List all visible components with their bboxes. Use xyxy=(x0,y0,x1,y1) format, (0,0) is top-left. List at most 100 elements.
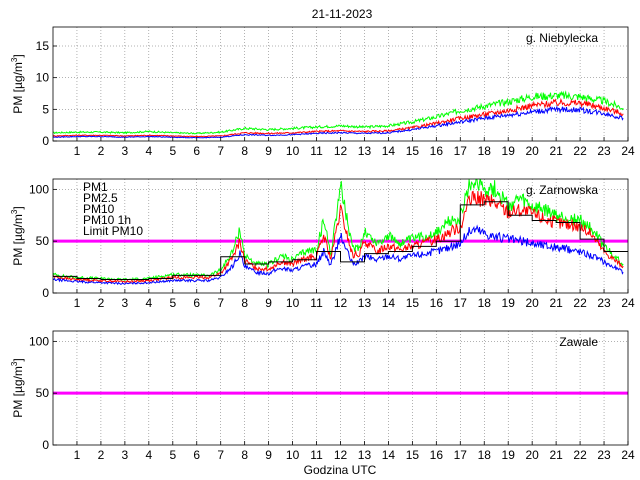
x-tick-label: 24 xyxy=(621,296,635,310)
series-pm10_1h xyxy=(53,201,628,280)
y-axis-label: PM [µg/m3] xyxy=(10,54,25,113)
x-tick-label: 17 xyxy=(454,144,468,158)
series-pm25 xyxy=(53,190,624,284)
y-tick-label: 15 xyxy=(36,39,50,53)
x-tick-label: 9 xyxy=(265,296,272,310)
x-tick-label: 3 xyxy=(122,144,129,158)
x-tick-label: 2 xyxy=(98,448,105,462)
x-tick-label: 22 xyxy=(573,448,587,462)
legend-pm10: PM10 xyxy=(83,202,115,216)
x-tick-label: 20 xyxy=(525,296,539,310)
x-tick-label: 13 xyxy=(358,448,372,462)
x-tick-label: 9 xyxy=(265,144,272,158)
panel-3: 1 2 3 4 5 6 7 8 9 10 11 12 13 14 15 16 17 18 19 20 21 22 23 240… xyxy=(10,330,635,462)
x-tick-label: 4 xyxy=(145,144,152,158)
y-axis-label: PM [µg/m3] xyxy=(10,206,25,265)
x-tick-label: 1 xyxy=(74,448,81,462)
x-tick-label: 22 xyxy=(573,144,587,158)
x-tick-label: 16 xyxy=(430,144,444,158)
x-tick-label: 10 xyxy=(286,448,300,462)
y-tick-label: 0 xyxy=(42,134,49,148)
x-tick-label: 12 xyxy=(334,296,348,310)
legend-pm10_1h: PM10 1h xyxy=(83,213,131,227)
x-tick-label: 23 xyxy=(597,448,611,462)
series-pm1 xyxy=(53,224,624,286)
x-tick-label: 7 xyxy=(217,296,224,310)
x-tick-label: 21 xyxy=(549,296,563,310)
y-tick-label: 10 xyxy=(36,71,50,85)
x-tick-label: 17 xyxy=(454,296,468,310)
x-tick-label: 11 xyxy=(310,144,323,158)
x-tick-label: 22 xyxy=(573,296,587,310)
x-tick-label: 3 xyxy=(122,448,129,462)
y-tick-label: 50 xyxy=(36,234,50,248)
x-tick-label: 16 xyxy=(430,448,444,462)
x-tick-label: 1 xyxy=(74,144,81,158)
x-tick-label: 24 xyxy=(621,144,635,158)
x-tick-label: 14 xyxy=(382,144,396,158)
x-tick-label: 10 xyxy=(286,144,300,158)
x-tick-label: 4 xyxy=(145,296,152,310)
x-tick-label: 8 xyxy=(241,144,248,158)
y-tick-label: 100 xyxy=(29,334,49,348)
station-label: Zawale xyxy=(559,335,598,349)
x-tick-label: 9 xyxy=(265,448,272,462)
x-tick-label: 14 xyxy=(382,448,396,462)
x-tick-label: 20 xyxy=(525,144,539,158)
y-tick-label: 100 xyxy=(29,182,49,196)
x-tick-label: 7 xyxy=(217,448,224,462)
series-pm10 xyxy=(53,179,624,282)
x-tick-label: 4 xyxy=(145,448,152,462)
x-tick-label: 6 xyxy=(193,144,200,158)
y-axis-label: PM [µg/m3] xyxy=(10,358,25,417)
x-tick-label: 18 xyxy=(478,448,492,462)
x-tick-label: 14 xyxy=(382,296,396,310)
x-tick-label: 15 xyxy=(406,144,420,158)
legend-pm1: PM1 xyxy=(83,180,108,194)
x-tick-label: 11 xyxy=(310,448,323,462)
x-tick-label: 6 xyxy=(193,296,200,310)
x-tick-label: 3 xyxy=(122,296,129,310)
x-tick-label: 12 xyxy=(334,448,348,462)
x-tick-label: 18 xyxy=(478,144,492,158)
series-pm1 xyxy=(53,105,624,139)
x-tick-label: 5 xyxy=(169,448,176,462)
x-tick-label: 2 xyxy=(98,296,105,310)
x-tick-label: 7 xyxy=(217,144,224,158)
x-tick-label: 19 xyxy=(502,296,516,310)
x-tick-label: 17 xyxy=(454,448,468,462)
x-tick-label: 8 xyxy=(241,296,248,310)
x-tick-label: 21 xyxy=(549,448,563,462)
x-tick-label: 15 xyxy=(406,296,420,310)
x-tick-label: 5 xyxy=(169,296,176,310)
x-tick-label: 19 xyxy=(502,448,516,462)
figure-title: 21-11-2023 xyxy=(312,7,373,21)
y-tick-label: 0 xyxy=(42,286,49,300)
x-tick-label: 13 xyxy=(358,296,372,310)
panel-1: 1 2 3 4 5 6 7 8 9 10 11 12 13 14 15 16 17 18 19 20 21 22 23 240… xyxy=(10,26,635,158)
x-tick-label: 13 xyxy=(358,144,372,158)
x-tick-label: 8 xyxy=(241,448,248,462)
x-axis-label: Godzina UTC xyxy=(304,463,377,477)
x-tick-label: 11 xyxy=(310,296,323,310)
legend-limit: Limit PM10 xyxy=(83,224,143,238)
x-tick-label: 2 xyxy=(98,144,105,158)
x-tick-label: 6 xyxy=(193,448,200,462)
x-tick-label: 5 xyxy=(169,144,176,158)
station-label: g. Zarnowska xyxy=(526,183,598,197)
x-tick-label: 15 xyxy=(406,448,420,462)
x-tick-label: 16 xyxy=(430,296,444,310)
x-tick-label: 20 xyxy=(525,448,539,462)
x-tick-label: 24 xyxy=(621,448,635,462)
series-pm25 xyxy=(53,97,624,138)
x-tick-label: 23 xyxy=(597,296,611,310)
x-tick-label: 12 xyxy=(334,144,348,158)
y-tick-label: 50 xyxy=(36,386,50,400)
series-pm10 xyxy=(53,90,624,135)
legend-pm25: PM2.5 xyxy=(83,191,118,205)
x-tick-label: 18 xyxy=(478,296,492,310)
x-tick-label: 10 xyxy=(286,296,300,310)
station-label: g. Niebylecka xyxy=(526,31,598,45)
x-tick-label: 19 xyxy=(502,144,516,158)
